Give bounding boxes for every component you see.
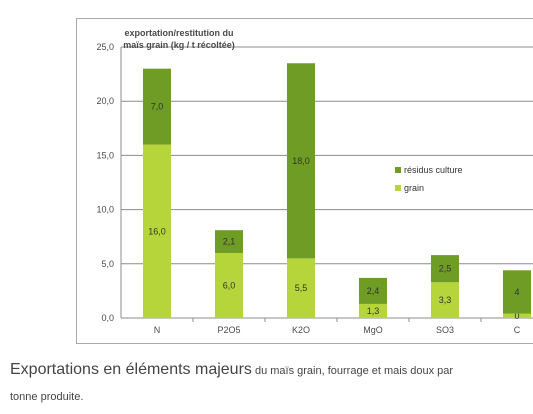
y-tick-label: 20,0: [96, 96, 114, 106]
bar-grain-mgo: [359, 303, 387, 318]
legend-swatch: [395, 167, 401, 173]
data-label: 0: [514, 311, 519, 321]
bar-residus-mgo: [359, 277, 387, 304]
bar-residus-p2o5: [215, 230, 243, 253]
x-tick-label: C: [514, 325, 521, 335]
chart-title: exportation/restitution du maïs grain (k…: [123, 28, 235, 50]
caption-line2: tonne produite.: [10, 391, 84, 403]
data-label: 2,4: [367, 286, 380, 296]
data-label: 2,1: [223, 237, 236, 247]
bar-residus-so3: [431, 255, 459, 283]
chart-svg: 0,0 5,0 10,0 15,0 20,0 25,0 16,0 7,0 N 6,0 2,1 P2O5…: [96, 42, 533, 335]
bar-residus-n: [143, 68, 171, 145]
data-label: 2,5: [439, 264, 452, 274]
y-tick-label: 15,0: [96, 150, 114, 160]
caption-sub: du maïs grain, fourrage et mais doux par: [251, 365, 454, 377]
data-label: 6,0: [223, 280, 236, 290]
figure-caption: Exportations en éléments majeurs du maïs…: [10, 361, 520, 379]
data-label: 4: [514, 287, 519, 297]
y-tick-label: 25,0: [96, 42, 114, 52]
chart-frame: 0,0 5,0 10,0 15,0 20,0 25,0 16,0 7,0 N 6,0 2,1 P2O5…: [76, 18, 533, 344]
legend-swatch: [395, 185, 401, 191]
data-label: 16,0: [148, 226, 166, 236]
x-tick-label: SO3: [436, 325, 454, 335]
x-tick-label: K2O: [292, 325, 310, 335]
bar-grain-c: [503, 313, 531, 318]
bar-grain-p2o5: [215, 252, 243, 318]
legend-label: résidus culture: [404, 165, 463, 175]
data-label: 7,0: [151, 102, 164, 112]
y-tick-label: 5,0: [101, 259, 114, 269]
bar-grain-so3: [431, 282, 459, 318]
bar-grain-k2o: [287, 258, 315, 318]
bar-grain-n: [143, 144, 171, 318]
bar-residus-k2o: [287, 63, 315, 259]
data-label: 18,0: [292, 156, 310, 166]
y-tick-label: 0,0: [101, 313, 114, 323]
data-label: 1,3: [367, 306, 380, 316]
data-label: 5,5: [295, 283, 308, 293]
x-tick-label: MgO: [363, 325, 383, 335]
y-tick-label: 10,0: [96, 205, 114, 215]
x-tick-label: N: [154, 325, 161, 335]
x-tick-label: P2O5: [217, 325, 240, 335]
data-label: 3,3: [439, 295, 452, 305]
legend-label: grain: [404, 183, 424, 193]
caption-main: Exportations en éléments majeurs: [10, 361, 252, 378]
bar-residus-c: [503, 270, 531, 314]
